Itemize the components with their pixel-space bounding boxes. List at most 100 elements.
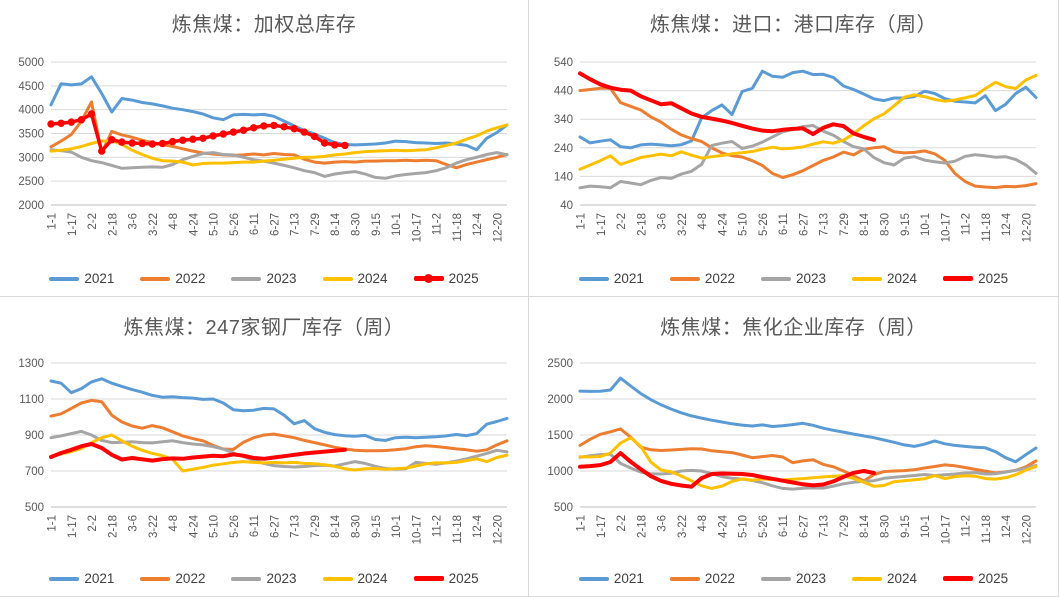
legend-item-2021: 2021 [49,571,114,586]
legend-item-2023: 2023 [231,571,297,586]
y-tick-label: 1300 [18,358,44,370]
x-tick-label: 1-1 [47,515,59,532]
legend-line-swatch-2024 [322,574,353,584]
x-tick-label: 7-29 [839,213,851,236]
x-tick-label: 8-14 [859,212,871,236]
legend-line-swatch-2025 [413,574,444,584]
legend-item-2022: 2022 [140,571,205,586]
legend-label: 2022 [175,571,206,586]
x-tick-label: 9-15 [371,213,383,236]
legend-label: 2024 [357,571,388,586]
series-line-2024 [49,433,509,473]
series-line-2021 [49,377,509,442]
x-tick-label: 2-18 [636,515,648,538]
legend-marker-dot [424,274,434,283]
series-marker-2025 [280,123,288,131]
series-marker-2025 [229,128,238,136]
legend-item-2025: 2025 [413,571,479,586]
legend-label: 2022 [704,571,735,586]
x-tick-label: 8-14 [330,514,342,538]
x-tick-label: 2-2 [87,213,99,230]
x-tick-label: 6-11 [249,515,261,537]
legend-line-swatch-2023 [231,274,262,284]
legend-label: 2025 [448,271,479,286]
x-tick-label: 5-10 [209,213,221,236]
x-tick-label: 5-26 [758,515,770,538]
series-marker-2025 [57,119,65,128]
series-marker-2025 [47,120,55,128]
y-tick-label: 440 [554,86,573,98]
legend-item-2023: 2023 [231,271,297,286]
x-tick-label: 5-26 [758,213,770,236]
x-tick-label: 6-11 [249,213,261,235]
x-tick-label: 8-30 [351,213,363,236]
x-tick-label: 6-11 [778,515,790,537]
series-line-2022 [578,427,1038,483]
x-tick-label: 8-30 [351,515,363,538]
x-tick-label: 3-6 [128,213,140,230]
x-tick-label: 4-8 [168,515,180,532]
legend-line-swatch-2023 [231,574,262,584]
chart-legend: 2021 2022 2023 2024 2025 [0,571,528,586]
x-tick-label: 11-2 [961,213,973,235]
series-line-2024 [578,73,1038,171]
x-tick-label: 11-2 [432,213,444,235]
legend-label: 2024 [357,271,388,286]
x-tick-label: 5-26 [229,213,241,236]
x-tick-label: 8-14 [859,514,871,538]
y-tick-label: 540 [554,57,573,69]
y-tick-label: 5000 [18,57,44,69]
series-marker-2025 [290,125,298,133]
y-tick-label: 2000 [18,200,44,212]
series-marker-2025 [158,139,167,148]
series-marker-2025 [270,121,278,130]
legend-item-2023: 2023 [760,571,827,586]
x-tick-label: 4-24 [717,514,729,538]
chart-legend: 2021 2022 2023 2024 2025 [529,271,1058,286]
y-tick-label: 3000 [18,152,44,164]
series-marker-2025 [250,124,258,132]
legend-line-swatch-2022 [669,574,700,584]
series-marker-2025 [77,116,86,124]
legend-item-2025: 2025 [413,271,479,286]
legend-item-2024: 2024 [852,571,917,586]
y-tick-label: 40 [560,200,573,212]
y-tick-label: 3500 [18,129,44,141]
x-tick-label: 12-4 [1001,212,1013,236]
legend-line-swatch-2022 [140,274,171,284]
x-tick-label: 12-4 [472,212,484,236]
series-line-2025 [578,71,876,142]
x-tick-label: 1-17 [67,515,79,538]
x-tick-label: 6-27 [798,213,810,236]
legend-label: 2023 [266,271,297,286]
series-marker-2025 [148,140,156,148]
legend-line-swatch-2021 [49,274,80,284]
chart-title: 炼焦煤：加权总库存 [171,14,357,36]
legend-label: 2023 [266,571,297,586]
legend-line-swatch-2025 [943,274,974,284]
x-tick-label: 10-1 [920,213,932,236]
series-marker-2025 [179,136,187,144]
x-tick-label: 2-2 [87,515,99,532]
legend-line-swatch-2021 [578,274,609,284]
x-tick-label: 12-4 [1001,514,1013,538]
legend-item-2021: 2021 [578,271,644,286]
x-tick-label: 3-22 [677,213,689,236]
x-tick-label: 4-24 [188,212,200,236]
x-tick-label: 5-10 [738,213,750,236]
legend-label: 2024 [887,271,918,286]
legend-line-swatch-2025 [943,574,974,584]
x-tick-label: 11-18 [452,213,464,242]
x-tick-label: 9-15 [900,213,912,236]
legend-label: 2023 [795,571,827,586]
x-tick-label: 6-27 [269,213,281,236]
legend-label: 2025 [978,271,1009,286]
series-line-2023 [578,124,1038,190]
x-tick-label: 5-10 [738,515,750,538]
series-marker-2025 [320,139,329,147]
x-tick-label: 10-17 [411,515,423,544]
legend-item-2024: 2024 [852,271,917,286]
x-tick-label: 10-1 [391,515,403,538]
